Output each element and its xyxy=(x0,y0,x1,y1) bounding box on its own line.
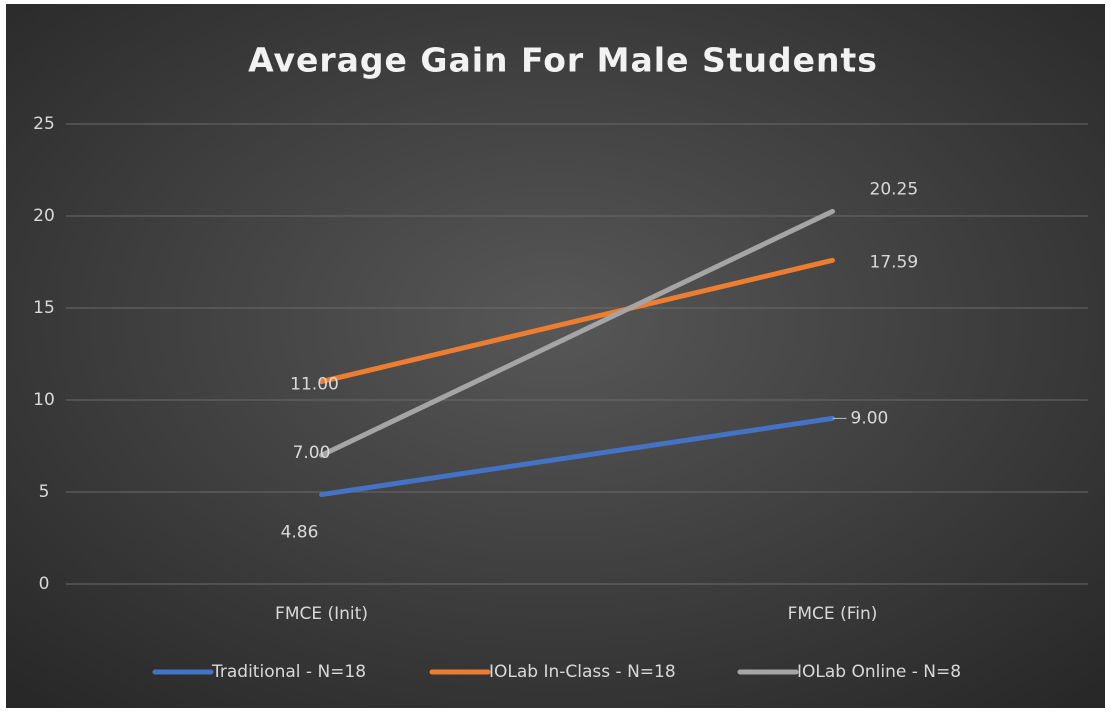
y-tick-label: 0 xyxy=(39,574,50,594)
data-label: 11.00 xyxy=(290,375,339,395)
line-series xyxy=(319,208,835,458)
grid: 0 5 10 15 20 25 FMCE (Init) FMCE (Fin) xyxy=(33,114,1088,624)
legend-label: IOLab In-Class - N=18 xyxy=(489,662,676,682)
legend-label: IOLab Online - N=8 xyxy=(797,662,961,682)
data-label: 9.00 xyxy=(851,408,889,428)
chart-title: Average Gain For Male Students xyxy=(248,41,878,80)
x-tick-label: FMCE (Init) xyxy=(275,604,368,624)
plot xyxy=(319,208,835,498)
y-tick-label: 20 xyxy=(33,206,55,226)
y-tick-label: 25 xyxy=(33,114,55,134)
data-label: 17.59 xyxy=(870,252,919,272)
data-label: 20.25 xyxy=(870,179,919,199)
line-series xyxy=(319,415,835,498)
data-label: 7.00 xyxy=(293,443,331,463)
data-label: 4.86 xyxy=(281,523,319,543)
chart-background xyxy=(6,4,1105,708)
y-tick-label: 10 xyxy=(33,390,55,410)
legend: Traditional - N=18 IOLab In-Class - N=18 I… xyxy=(152,662,961,682)
line-series xyxy=(319,257,835,385)
y-tick-label: 5 xyxy=(39,482,50,502)
y-tick-label: 15 xyxy=(33,298,55,318)
x-tick-label: FMCE (Fin) xyxy=(788,604,878,624)
labels: 4.86 9.00 11.00 17.59 7.00 20.25 xyxy=(281,179,919,542)
legend-label: Traditional - N=18 xyxy=(211,662,366,682)
